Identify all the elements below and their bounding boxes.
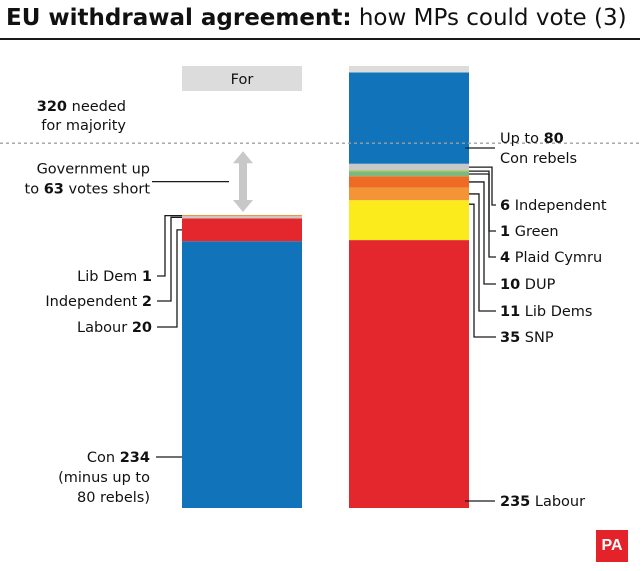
leader-against-lib-dems	[469, 193, 496, 312]
column-header-for: For	[231, 72, 254, 88]
majority-label-line2: for majority	[41, 118, 126, 134]
bar-against-independent	[349, 163, 469, 171]
bar-against-lib-dems	[349, 187, 469, 201]
label-against-lib-dems: 11 Lib Dems	[500, 304, 592, 320]
bar-against-con-rebels	[349, 72, 469, 164]
label-for-con: Con 234	[87, 450, 150, 466]
majority-label-line1: 320 needed	[37, 99, 126, 115]
bar-for-independent	[182, 216, 302, 219]
gap-note-line2: to 63 votes short	[25, 182, 151, 198]
leader-against-independent	[469, 166, 496, 206]
pa-logo: PA	[596, 530, 628, 562]
label-against-labour: 235 Labour	[500, 494, 585, 510]
title-rule	[0, 38, 640, 40]
gap-note-line1: Government up	[37, 162, 150, 178]
bar-against-green	[349, 170, 469, 172]
label-against-dup: 10 DUP	[500, 277, 556, 293]
leader-against-dup	[469, 181, 496, 285]
label-against-con-rebels-line2: Con rebels	[500, 151, 577, 167]
leader-for-lib-dem	[157, 214, 182, 277]
bar-against-labour	[349, 240, 469, 508]
label-for-con-note1: (minus up to	[58, 470, 150, 486]
gap-arrow-icon	[233, 151, 253, 213]
title-rest: how MPs could vote (3)	[351, 5, 627, 31]
bar-against-dup	[349, 176, 469, 188]
label-for-lib-dem: Lib Dem 1	[77, 269, 152, 285]
label-for-independent: Independent 2	[45, 294, 152, 310]
column-header-bg-0	[182, 66, 302, 91]
label-against-independent: 6 Independent	[500, 198, 607, 214]
bar-against-plaid-cymru	[349, 171, 469, 177]
bar-against-snp	[349, 200, 469, 241]
bar-for-labour	[182, 218, 302, 242]
label-against-con-rebels-line1: Up to 80	[500, 131, 564, 147]
label-against-plaid-cymru: 4 Plaid Cymru	[500, 250, 602, 266]
bar-for-lib-dem	[182, 215, 302, 217]
leader-against-snp	[469, 203, 496, 338]
bar-for-con	[182, 241, 302, 509]
label-against-snp: 35 SNP	[500, 330, 554, 346]
label-for-labour: Labour 20	[77, 320, 152, 336]
leader-against-green	[469, 170, 496, 232]
leader-for-independent	[157, 216, 182, 302]
page-title: EU withdrawal agreement: how MPs could v…	[6, 4, 627, 32]
title-bold: EU withdrawal agreement:	[6, 5, 352, 31]
label-against-green: 1 Green	[500, 224, 559, 240]
leader-for-labour	[157, 229, 182, 328]
label-for-con-note2: 80 rebels)	[77, 490, 150, 506]
